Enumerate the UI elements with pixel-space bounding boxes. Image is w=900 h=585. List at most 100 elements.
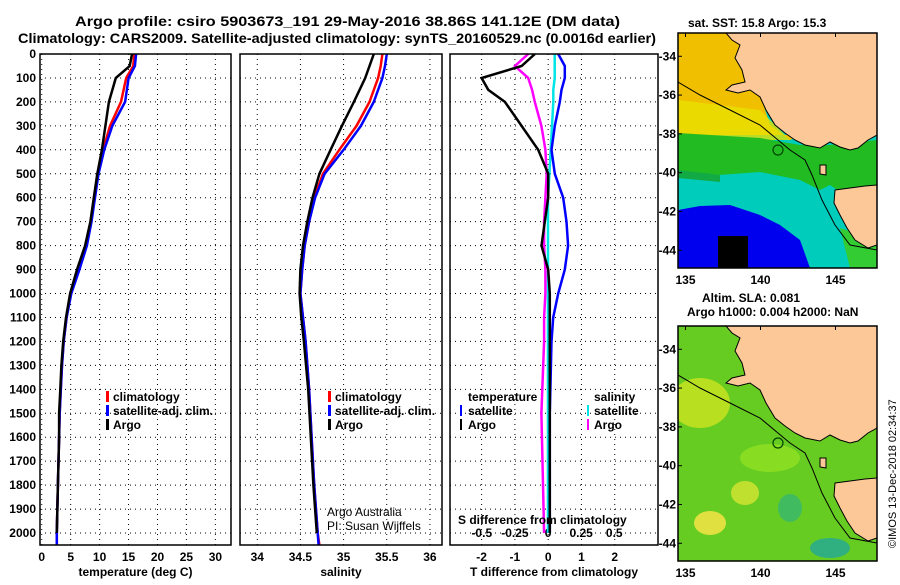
sst-map-title: sat. SST: 15.8 Argo: 15.3 [688,16,827,30]
sla-map-title2: Argo h1000: 0.004 h2000: NaN [687,305,858,319]
depth-tick-label: 700 [16,215,36,229]
lat-tick-label: -40 [659,166,677,180]
depth-tick-label: 900 [16,263,36,277]
legend-label: satellite-adj. clim. [335,404,435,418]
legend-swatch-s-satellite [587,405,589,416]
series-line-argo [298,53,375,534]
x-tick-label: 35.5 [375,550,399,564]
series-line-argo [55,53,134,534]
legend-label: climatology [335,390,402,404]
legend-swatch-climatology [106,391,109,402]
figure-title-line2: Climatology: CARS2009. Satellite-adjuste… [18,30,656,46]
annotation-argo-australia: Argo Australia [327,505,402,519]
s-axis-label: S difference from climatology [458,513,627,527]
legend-swatch-t-argo [460,419,462,430]
legend-swatch-satellite [106,405,109,416]
lat-tick-label: -44 [659,536,677,550]
depth-tick-label: 1900 [9,502,36,516]
salinity-legend: climatology satellite-adj. clim. Argo Ar… [327,390,435,533]
x-axis-label: T difference from climatology [470,565,638,579]
lat-tick-label: -38 [659,420,677,434]
x-tick-label: 15 [122,550,136,564]
x-tick-label: 2 [611,550,618,564]
legend-swatch-argo [106,419,109,430]
x-tick-label: 35 [337,550,351,564]
series-line-temperature-satellite [548,53,570,533]
legend-title-salinity: salinity [594,390,636,404]
lat-tick-label: -36 [659,88,677,102]
legend-label: Argo [113,418,141,432]
depth-tick-label: 1400 [9,382,36,396]
figure-title-line1: Argo profile: csiro 5903673_191 29-May-2… [75,13,620,29]
series-line-salinity-argo [513,53,548,534]
lat-tick-label: -36 [659,381,677,395]
sla-map-title1: Altim. SLA: 0.081 [702,291,800,305]
x-tick-label: 1 [578,550,585,564]
legend-label: satellite [468,404,513,418]
depth-tick-label: 1300 [9,358,36,372]
difference-panel: -2 -1 0 1 2T difference from climatology -0.5… [449,53,659,579]
lat-tick-label: -34 [659,342,677,356]
legend-label: Argo [335,418,363,432]
depth-tick-label: 2000 [9,526,36,540]
panel-frame [449,53,659,546]
depth-tick-label: 1800 [9,478,36,492]
depth-tick-label: 1200 [9,334,36,348]
x-axis-label: temperature (deg C) [78,565,192,579]
float-position-marker [772,437,784,449]
depth-tick-label: 500 [16,167,36,181]
series-line-temperature-argo [479,53,552,533]
lat-tick-label: -42 [659,204,677,218]
x-tick-label: 30 [209,550,223,564]
depth-tick-label: 1100 [10,310,36,324]
temperature-legend: climatology satellite-adj. clim. Argo [106,390,213,432]
lon-tick-label: 145 [825,566,845,580]
depth-tick-label: 300 [16,119,36,133]
depth-tick-label: 1500 [9,406,36,420]
depth-tick-label: 200 [16,95,36,109]
x-tick-label: -1 [510,550,521,564]
x-axis-label: salinity [320,565,362,579]
x-tick-label: 5 [67,550,74,564]
legend-swatch-t-satellite [460,405,462,416]
sla-map-frame [677,325,878,562]
legend-label: Argo [594,418,622,432]
s-tick-label: -0.25 [501,526,529,540]
lat-tick-label: -34 [659,49,677,63]
x-tick-label: -2 [476,550,487,564]
legend-swatch-argo [328,419,331,430]
temperature-panel: 0 5 10 15 20 25 30 temperature (deg C) 0 100 200 30… [9,47,232,579]
lon-tick-label: 140 [750,273,770,287]
legend-swatch-climatology [328,391,331,402]
difference-legend: temperature satellite Argo salinity sate… [458,390,639,527]
lat-tick-label: -42 [659,497,677,511]
legend-label: satellite [594,404,639,418]
depth-tick-label: 400 [16,143,36,157]
salinity-panel: 34 34.5 35 35.5 36 salinity [239,53,443,579]
legend-label: satellite-adj. clim. [113,404,213,418]
lon-tick-label: 135 [675,273,695,287]
float-position-marker [772,144,784,156]
depth-tick-label: 0 [29,47,36,61]
legend-title-temperature: temperature [468,390,538,404]
depth-tick-label: 1600 [9,430,36,444]
s-tick-label: 0.25 [569,526,593,540]
depth-tick-label: 600 [16,191,36,205]
x-tick-label: 36 [423,550,437,564]
map-axes: 135 140 145 -34 -36 -38 -40 -42 -44 135 140 145 -34 -… [659,33,846,580]
depth-tick-label: 100 [16,71,36,85]
lon-tick-label: 145 [825,273,845,287]
depth-tick-label: 1700 [9,454,36,468]
panel-frame [39,53,232,546]
x-tick-label: 25 [180,550,194,564]
x-tick-label: 20 [151,550,165,564]
lat-tick-label: -38 [659,127,677,141]
lon-tick-label: 140 [750,566,770,580]
x-tick-label: 34.5 [289,550,313,564]
x-tick-label: 10 [93,550,107,564]
lon-tick-label: 135 [675,566,695,580]
sst-map [678,33,877,268]
legend-swatch-satellite [328,405,331,416]
x-tick-label: 34 [251,550,265,564]
